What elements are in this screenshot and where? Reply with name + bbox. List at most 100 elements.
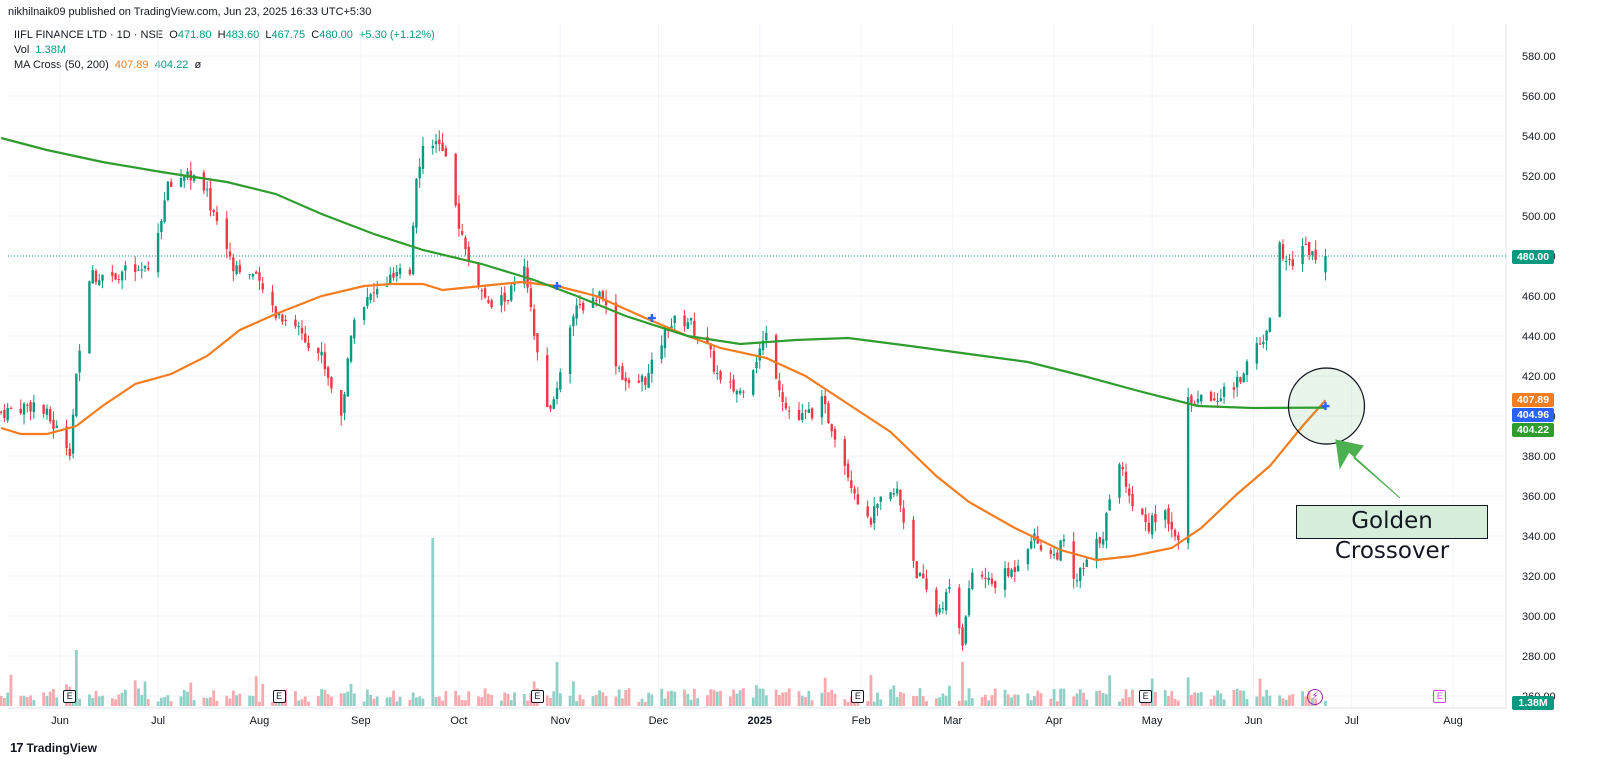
volume-bar (925, 701, 928, 706)
volume-bar (483, 688, 487, 706)
candle-body (1281, 244, 1285, 259)
candle-body (823, 395, 827, 405)
earnings-icon[interactable]: E (1139, 690, 1153, 703)
candle-body (912, 519, 915, 561)
candle-body (68, 448, 72, 456)
candle-body (1278, 242, 1281, 318)
candle-body (1049, 550, 1052, 554)
candle-body (735, 390, 739, 395)
volume-bar (6, 692, 10, 706)
candle-body (1052, 553, 1056, 556)
volume-bar (696, 698, 700, 706)
legend: IIFL FINANCE LTD · 1D · NSE O471.80 H483… (14, 28, 435, 73)
dividend-lightning-icon[interactable]: ⚡ (1307, 689, 1323, 705)
candle-body (892, 493, 896, 495)
volume-bar (343, 693, 346, 706)
legend-low-label: L (265, 29, 272, 41)
volume-bar (186, 691, 189, 706)
volume-bar (784, 692, 788, 706)
volume-bar (755, 685, 758, 706)
volume-bar (74, 650, 78, 706)
volume-bar (1304, 696, 1308, 706)
y-tick-label: 300.00 (1522, 611, 1556, 623)
candle-body (65, 426, 68, 448)
volume-bar (509, 700, 513, 706)
volume-bar (846, 701, 850, 706)
volume-bar (751, 697, 755, 706)
earnings-icon[interactable]: E (272, 690, 286, 703)
candle-body (326, 367, 330, 378)
volume-bar (277, 700, 281, 706)
candle-body (581, 302, 585, 311)
volume-bar (1281, 698, 1285, 706)
candle-body (156, 232, 160, 273)
candle-body (1039, 545, 1043, 551)
earnings-icon[interactable]: E (63, 690, 77, 703)
candle-body (317, 347, 320, 353)
candle-body (140, 269, 143, 271)
legend-ma-row[interactable]: MA Cross (50, 200) 407.89 404.22 ø (14, 58, 435, 73)
volume-bar (1098, 690, 1102, 706)
candle-body (944, 592, 948, 611)
candle-body (617, 367, 621, 369)
volume-bar (843, 699, 847, 706)
candle-body (1177, 535, 1180, 541)
volume-bar (601, 692, 605, 706)
candle-body (964, 616, 967, 644)
volume-bar (1108, 675, 1112, 706)
candle-body (444, 148, 448, 157)
candle-body (1285, 260, 1288, 262)
candle-body (1324, 256, 1327, 273)
candle-body (758, 348, 761, 361)
candle-body (781, 392, 784, 402)
candle-body (179, 178, 183, 187)
earnings-icon[interactable]: E (851, 690, 865, 703)
footer-brand[interactable]: 17 TradingView (10, 740, 97, 755)
candle-body (958, 587, 961, 629)
volume-bar (692, 688, 696, 706)
volume-bar (1059, 688, 1063, 706)
candle-body (1232, 387, 1236, 390)
candle-body (1016, 565, 1020, 572)
candle-body (323, 352, 327, 370)
volume-bar (1036, 690, 1040, 706)
volume-bar (1170, 691, 1174, 706)
candle-body (663, 327, 667, 349)
candle-body (503, 292, 506, 302)
candle-body (284, 319, 287, 322)
volume-bar (575, 701, 579, 706)
volume-bar (143, 681, 147, 706)
legend-ma-extra: ø (194, 59, 202, 71)
candle-body (1079, 568, 1082, 581)
candle-body (349, 335, 353, 362)
candle-body (774, 335, 778, 379)
volume-bar (415, 697, 418, 706)
volume-bar (1212, 695, 1216, 706)
earnings-icon[interactable]: E (1433, 690, 1447, 703)
volume-bar (650, 694, 654, 706)
volume-bar (1284, 699, 1288, 706)
golden-crossover-label[interactable]: Golden Crossover (1296, 505, 1488, 564)
volume-bar (1131, 689, 1134, 706)
candle-body (742, 391, 745, 393)
volume-bar (594, 694, 598, 706)
volume-bar (437, 696, 441, 706)
volume-bar (1078, 689, 1082, 706)
candle-body (421, 145, 425, 169)
volume-bar (889, 689, 892, 706)
volume-bar (797, 691, 801, 706)
legend-ohlc-row[interactable]: IIFL FINANCE LTD · 1D · NSE O471.80 H483… (14, 28, 435, 43)
volume-bar (32, 700, 36, 706)
candle-body (114, 273, 117, 280)
volume-bar (330, 696, 333, 706)
legend-volume-row[interactable]: Vol 1.38M (14, 43, 435, 58)
candle-body (1291, 259, 1294, 267)
candle-body (1190, 395, 1193, 403)
volume-bar (22, 695, 26, 706)
volume-bar (215, 700, 219, 706)
earnings-icon[interactable]: E (530, 690, 544, 703)
volume-bar (202, 697, 206, 706)
volume-bar (1095, 691, 1098, 706)
volume-bar (114, 699, 117, 706)
